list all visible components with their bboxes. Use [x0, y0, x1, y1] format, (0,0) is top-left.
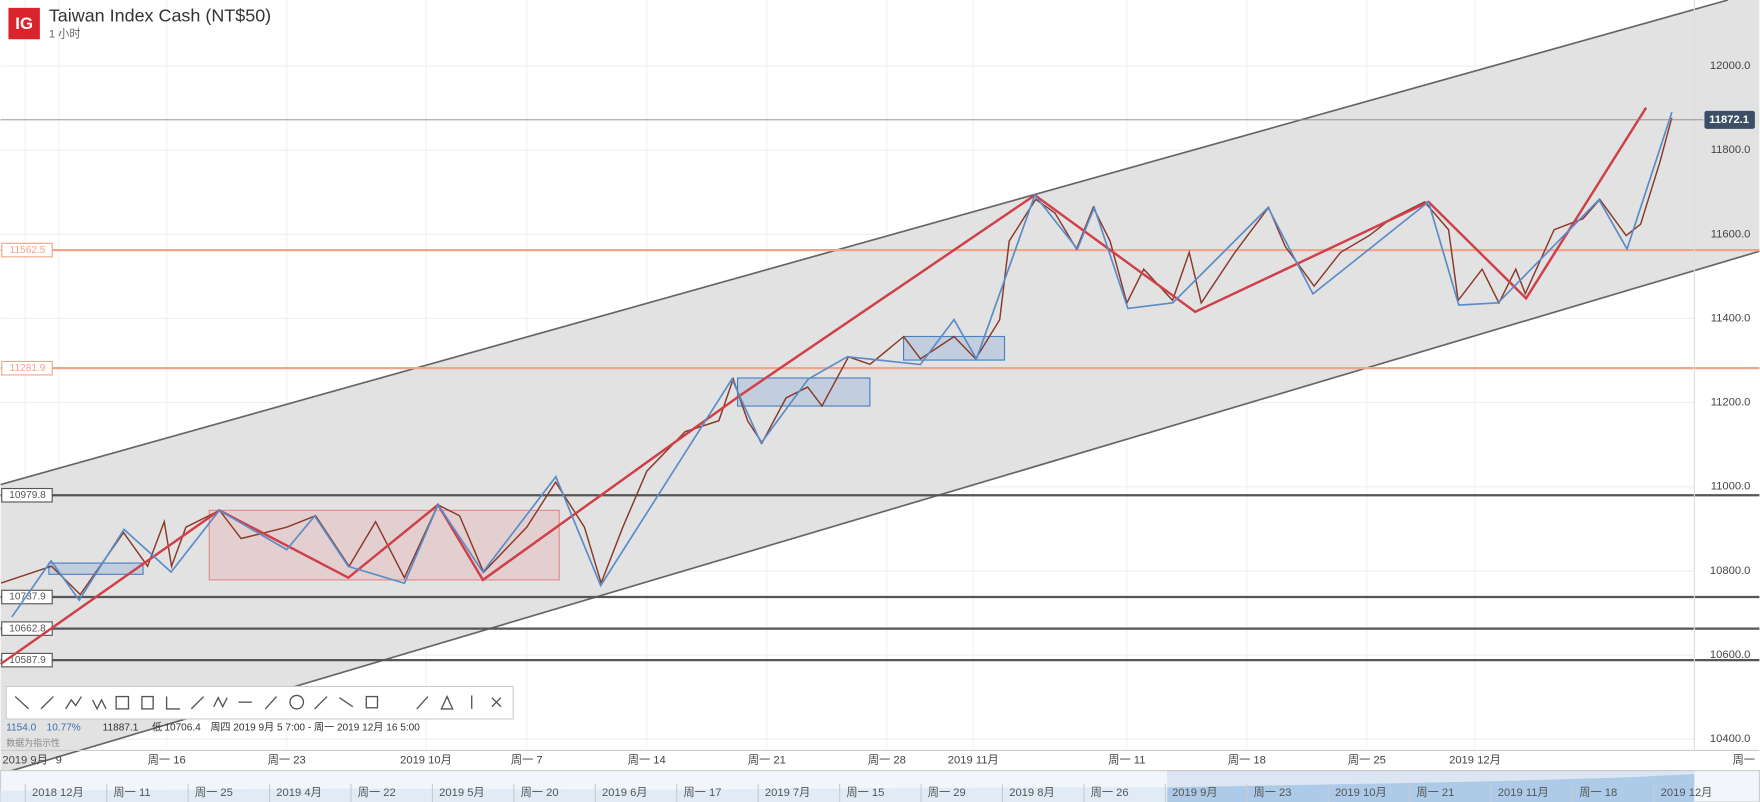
info-change-pct: 10.77%	[47, 723, 81, 734]
navigator-label: 周一 22	[358, 786, 396, 799]
x-tick-label: 周一 14	[628, 753, 666, 766]
navigator-label: 2019 7月	[765, 787, 810, 799]
y-tick-label: 10800.0	[1710, 565, 1751, 577]
navigator-labels: 2018 12月 周一 11 周一 25 2019 4月 周一 22 2019 5月 周一 …	[24, 784, 1713, 802]
info-change: 1154.0	[6, 723, 36, 734]
info-low-label: 低	[152, 721, 162, 734]
y-tick-label: 11800.0	[1711, 144, 1751, 156]
chart-subtitle: 1 小时	[49, 28, 81, 41]
navigator-label: 2018 12月	[32, 787, 84, 799]
x-tick-label: 周一 23	[268, 753, 306, 766]
x-tick-label: 周一 28	[868, 753, 906, 766]
level-label: 10587.9	[9, 655, 46, 666]
range-box	[208, 509, 560, 581]
x-tick-label: 周一 16	[148, 753, 186, 766]
x-tick-label: 周一	[1733, 753, 1755, 766]
level-label: 11562.5	[10, 245, 46, 256]
drawing-toolbar[interactable]	[5, 685, 514, 720]
navigator-label: 周一 20	[521, 786, 559, 799]
zigzag	[11, 111, 1673, 618]
navigator-label: 周一 23	[1254, 786, 1292, 799]
navigator-label: 2019 10月	[1335, 787, 1387, 799]
navigator-label: 2019 5月	[439, 787, 484, 799]
level-tag	[1, 652, 53, 668]
navigator-label: 2019 9月	[1172, 787, 1217, 799]
logo	[8, 7, 40, 40]
toolbar-icons	[14, 694, 502, 711]
y-tick-label: 11600.0	[1711, 228, 1751, 240]
y-tick-label: 10400.0	[1710, 733, 1751, 745]
trend-lines	[0, 107, 1648, 666]
y-tick-label: 11000.0	[1711, 481, 1751, 493]
navigator-label: 周一 11	[113, 786, 150, 799]
x-tick-label: 2019 10月	[400, 754, 452, 766]
x-tick-label: 周一 7	[511, 753, 543, 766]
last-price-label: 11872.1	[1709, 114, 1749, 126]
navigator-label: 2019 4月	[276, 787, 321, 799]
navigator-area	[1167, 773, 1695, 802]
x-tick-label: 2019 11月	[948, 754, 999, 766]
level-label: 10979.8	[9, 490, 46, 501]
channel-top	[0, 0, 1729, 486]
info-range: 周四 2019 9月 5 7:00 - 周一 2019 12月 16 5:00	[210, 722, 420, 734]
info-high: 11887.1	[103, 723, 139, 734]
x-tick-label: 周一 18	[1228, 753, 1266, 766]
y-tick-label: 11200.0	[1711, 397, 1751, 409]
navigator-label: 周一 18	[1579, 786, 1617, 799]
level-label: 11281.9	[10, 363, 46, 374]
level-tag	[1, 242, 53, 258]
x-tick-label: 2019 9月	[2, 754, 47, 766]
level-label: 10737.9	[9, 592, 46, 603]
navigator-label: 周一 15	[846, 786, 884, 799]
x-tick-label: 周一 11	[1108, 753, 1145, 766]
last-price-tag	[1704, 110, 1755, 129]
navigator-label: 2019 12月	[1661, 787, 1713, 799]
navigator-area	[0, 787, 1168, 802]
logo-text: IG	[15, 14, 33, 33]
info-note: 数据为指示性	[6, 737, 60, 748]
navigator-label: 周一 25	[195, 786, 233, 799]
level-tag	[1, 360, 53, 376]
x-tick-label: 周一 21	[748, 753, 786, 766]
chart-title: Taiwan Index Cash (NT$50)	[49, 6, 271, 26]
navigator-label: 周一 21	[1416, 786, 1454, 799]
navigator-label: 周一 17	[683, 786, 721, 799]
navigator-label: 2019 11月	[1498, 787, 1549, 799]
x-tick-label: 9	[56, 754, 62, 766]
info-low: 10706.4	[164, 723, 201, 734]
x-tick-label: 周一 25	[1348, 753, 1386, 766]
level-tag	[1, 589, 53, 605]
y-tick-label: 11400.0	[1711, 312, 1751, 324]
channel	[0, 0, 1760, 774]
navigator-label: 周一 26	[1091, 786, 1129, 799]
level-tag	[1, 487, 53, 503]
y-tick-label: 10600.0	[1710, 649, 1751, 661]
navigator-label: 2019 6月	[602, 787, 647, 799]
x-tick-label: 2019 12月	[1449, 754, 1501, 766]
navigator-window[interactable]	[1167, 770, 1695, 802]
y-tick-label: 12000.0	[1710, 60, 1751, 72]
navigator-label: 2019 8月	[1009, 787, 1054, 799]
levels: 11562.5 11281.9 10979.8 10737.9 10662.8 10587…	[0, 242, 1760, 668]
navigator-label: 周一 29	[928, 786, 966, 799]
level-label: 10662.8	[9, 623, 46, 634]
